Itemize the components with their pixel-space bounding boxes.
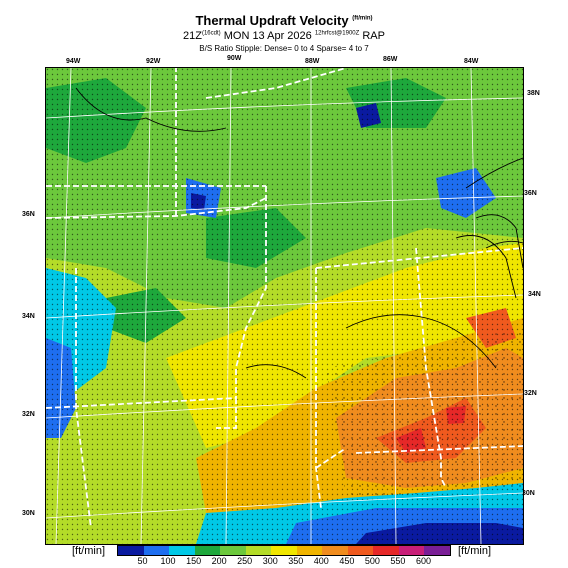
- colorbar-tick-label: 250: [237, 556, 253, 566]
- colorbar-tick-label: 350: [288, 556, 304, 566]
- colorbar-segment: [169, 546, 195, 555]
- lat-label-left: 36N: [22, 211, 35, 218]
- lat-label-right: 32N: [524, 390, 537, 397]
- colorbar-tick-label: 100: [160, 556, 176, 566]
- lat-label-right: 30N: [522, 490, 535, 497]
- colorbar-segment: [347, 546, 374, 555]
- lat-label-left: 34N: [22, 313, 35, 320]
- colorbar-segment: [245, 546, 272, 555]
- updraft-velocity-map: [45, 67, 524, 545]
- colorbar-segment: [194, 546, 221, 555]
- colorbar-tick-label: 550: [390, 556, 406, 566]
- lat-lon-grid: [46, 68, 523, 544]
- colorbar-tick-label: 200: [211, 556, 227, 566]
- lon-label: 94W: [66, 58, 81, 65]
- colorbar-segment: [220, 546, 246, 555]
- stipple-note: B/S Ratio Stipple: Dense= 0 to 4 Sparse=…: [199, 44, 369, 53]
- colorbar: [117, 545, 451, 556]
- colorbar-segment: [296, 546, 323, 555]
- colorbar-tick-label: 150: [186, 556, 202, 566]
- lat-label-right: 38N: [527, 90, 540, 97]
- colorbar-segment: [398, 546, 425, 555]
- colorbar-segment: [271, 546, 297, 555]
- lat-label-right: 36N: [524, 190, 537, 197]
- forecast-time-line: 21Z(16cdt) MON 13 Apr 2026 12hrfcst@1900…: [183, 30, 385, 42]
- stipple-sparse: [326, 328, 523, 498]
- colorbar-tick-label: 50: [137, 556, 148, 566]
- lat-label-left: 30N: [22, 510, 35, 517]
- colorbar-tick-label: 450: [339, 556, 355, 566]
- lon-label: 88W: [305, 58, 320, 65]
- colorbar-segment: [143, 546, 170, 555]
- lat-label-left: 32N: [22, 411, 35, 418]
- lon-label: 84W: [464, 58, 479, 65]
- lat-label-right: 34N: [528, 291, 541, 298]
- colorbar-unit-right: [ft/min]: [458, 545, 492, 557]
- lon-label: 90W: [227, 55, 242, 62]
- colorbar-segment: [322, 546, 348, 555]
- lon-label: 92W: [146, 58, 161, 65]
- colorbar-tick-label: 300: [262, 556, 278, 566]
- colorbar-tick-label: 400: [313, 556, 329, 566]
- colorbar-tick-label: 500: [364, 556, 380, 566]
- colorbar-segment: [373, 546, 399, 555]
- map-title: Thermal Updraft Velocity (ft/min): [195, 13, 373, 28]
- colorbar-segment: [118, 546, 144, 555]
- colorbar-unit-left: [ft/min]: [72, 545, 106, 557]
- terrain-contours: [75, 87, 523, 379]
- state-borders: [46, 68, 523, 529]
- lon-label: 86W: [383, 56, 398, 63]
- colorbar-segment: [424, 546, 450, 555]
- colorbar-tick-label: 600: [415, 556, 431, 566]
